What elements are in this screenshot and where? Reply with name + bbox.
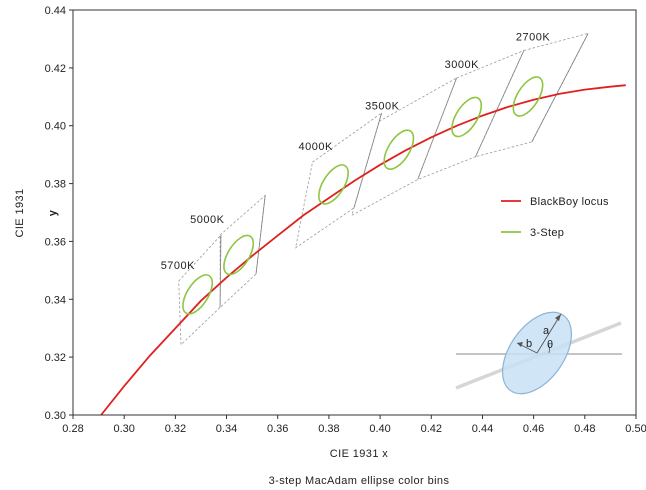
x-axis-title: CIE 1931 x xyxy=(330,448,389,460)
bin-quad-2700k xyxy=(474,32,589,158)
axes-layer: 0.28 0.30 0.32 0.34 0.36 0.38 0.40 0.42 0.44 0.46… xyxy=(45,5,646,435)
inset-label-b: b xyxy=(526,338,532,350)
macadam-ellipse-5700k xyxy=(182,274,214,315)
y-tick-label: 0.42 xyxy=(45,63,66,75)
inset-arrowhead-a xyxy=(555,314,561,321)
legend-label-0: BlackBoy locus xyxy=(530,196,609,208)
x-tick-label: 0.28 xyxy=(62,423,83,435)
bin-quad-3500k xyxy=(351,77,458,217)
x-tick-label: 0.48 xyxy=(574,423,595,435)
figure-caption: 3-step MacAdam ellipse color bins xyxy=(269,475,450,487)
legend: BlackBoy locus 3-Step xyxy=(501,196,609,239)
macadam-ellipse-5000k xyxy=(223,234,255,276)
macadam-ellipse-4000k xyxy=(318,164,349,205)
inset-angle-arc xyxy=(547,343,550,354)
bin-quad-5700k xyxy=(178,234,222,346)
x-tick-label: 0.34 xyxy=(216,423,237,435)
y-tick-label: 0.38 xyxy=(45,179,66,191)
inset-label-theta: θ xyxy=(547,339,553,351)
macadam-ellipse-2700k xyxy=(512,76,544,117)
x-tick-label: 0.38 xyxy=(318,423,339,435)
y-tick-label: 0.36 xyxy=(45,236,66,248)
x-tick-label: 0.32 xyxy=(165,423,186,435)
inset-arrowhead-b xyxy=(517,342,523,347)
inset-diagram: ab θ xyxy=(455,311,622,395)
x-tick-label: 0.30 xyxy=(113,423,134,435)
bin-label-5000k: 5000K xyxy=(190,214,224,226)
y-tick-label: 0.32 xyxy=(45,352,66,364)
text-layer: 5700K 5000K 4000K 3500K 3000K 2700K CIE 1931 x… xyxy=(14,32,550,488)
bin-quad-4000k xyxy=(295,112,383,249)
bin-label-4000k: 4000K xyxy=(299,141,333,153)
x-tick-label: 0.46 xyxy=(523,423,544,435)
bin-divider-2700k xyxy=(531,33,589,143)
bin-divider-5000k xyxy=(255,195,266,275)
y-tick-label: 0.40 xyxy=(45,121,66,133)
bin-label-5700k: 5700K xyxy=(161,260,195,272)
inset-label-a: a xyxy=(543,325,550,337)
y-axis-title-outer: CIE 1931 xyxy=(14,188,26,237)
x-tick-label: 0.42 xyxy=(421,423,442,435)
plot-frame xyxy=(72,9,637,416)
x-tick-label: 0.40 xyxy=(369,423,390,435)
macadam-ellipse-3000k xyxy=(451,96,483,138)
y-tick-label: 0.30 xyxy=(45,410,66,422)
bins-layer xyxy=(178,32,589,346)
x-tick-label: 0.44 xyxy=(472,423,493,435)
bin-label-2700k: 2700K xyxy=(516,32,550,44)
x-tick-label: 0.50 xyxy=(625,423,646,435)
legend-label-1: 3-Step xyxy=(530,227,564,239)
bin-label-3500k: 3500K xyxy=(365,100,399,112)
y-axis-title-inner: y xyxy=(47,209,59,216)
y-tick-label: 0.34 xyxy=(45,294,66,306)
macadam-ellipse-3500k xyxy=(383,129,415,170)
y-tick-label: 0.44 xyxy=(45,5,66,17)
inset-major-axis xyxy=(536,313,562,354)
bin-label-3000k: 3000K xyxy=(445,59,479,71)
ellipses-layer xyxy=(182,76,544,315)
x-tick-label: 0.36 xyxy=(267,423,288,435)
